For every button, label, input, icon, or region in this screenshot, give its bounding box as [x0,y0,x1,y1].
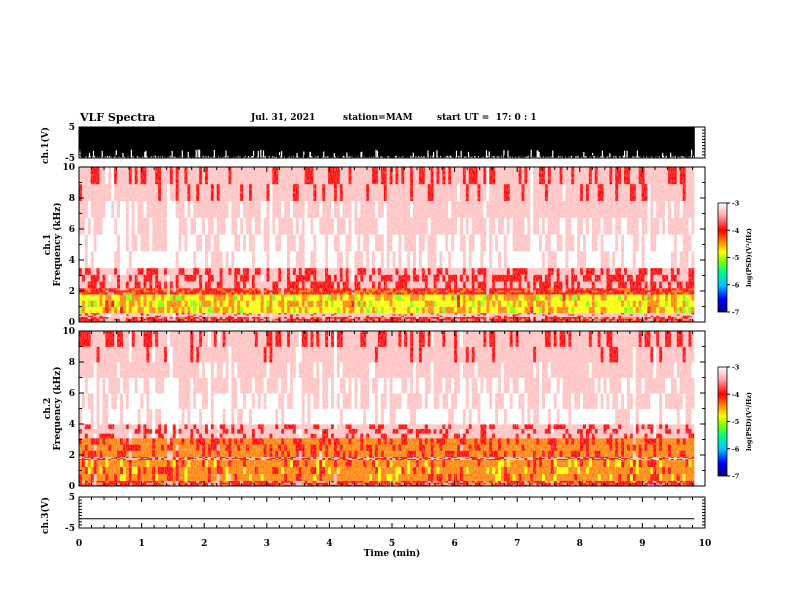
y-tick-label: 5 [69,123,75,133]
plot-title: VLF Spectra [80,111,156,124]
y-axis-label: ch.1(V) [40,127,51,164]
start-time-label: start UT = 17: 0 : 1 [437,113,537,123]
y-tick-label: 8 [69,194,75,204]
y-tick-label: 2 [69,287,75,297]
y-tick-label: 4 [69,256,75,266]
ch1-waveform-panel: -5 5 ch.1(V) [40,123,706,164]
spectrogram-speckle [79,167,695,322]
y-tick-label: 6 [69,225,75,235]
y-tick-label: 0 [69,318,75,328]
spectrogram-blank [694,167,705,322]
y-axis-label: ch.1Frequency (kHz) [43,202,63,286]
plot-date: Jul. 31, 2021 [251,113,316,123]
station-label: station=MAM [343,113,413,123]
ch1-spectrogram-panel: 0 2 4 6 8 10 ch.1Frequency (kHz) [43,163,706,328]
y-tick-label: -5 [65,154,75,164]
y-tick-label: 10 [62,163,75,173]
